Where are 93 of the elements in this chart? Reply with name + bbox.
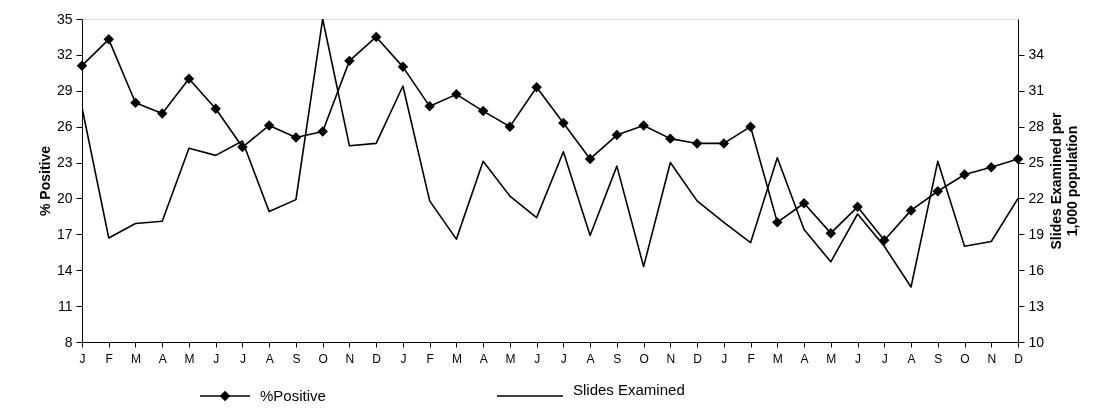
y-tick-label: 29 <box>56 82 73 99</box>
x-tick-label: J <box>855 351 862 366</box>
y-axis-title: % Positive <box>36 145 53 217</box>
y2-tick-label: 22 <box>1028 189 1045 206</box>
x-tick-label: A <box>800 351 809 366</box>
y2-tick-label: 25 <box>1028 154 1045 171</box>
y2-tick-label: 31 <box>1028 82 1045 99</box>
legend-label: %Positive <box>260 387 326 404</box>
x-tick-label: J <box>400 351 407 366</box>
y-tick-label: 20 <box>56 189 73 206</box>
y2-tick-label: 10 <box>1028 333 1045 350</box>
point <box>477 105 489 117</box>
x-tick-label: N <box>987 351 997 366</box>
point <box>745 121 756 132</box>
point <box>718 138 730 149</box>
x-tick-label: J <box>239 351 246 366</box>
y-tick-label: 32 <box>56 46 73 63</box>
x-tick-label: D <box>372 351 382 366</box>
x-tick-label: A <box>586 351 595 366</box>
y2-tick-label: 34 <box>1028 46 1045 63</box>
y2-axis-title: Slides Examined per 1,000 population <box>1048 111 1081 250</box>
point <box>156 108 168 119</box>
y2-tick-label: 19 <box>1028 225 1045 242</box>
point <box>424 101 435 112</box>
x-tick-label: F <box>747 351 755 366</box>
point <box>932 186 944 197</box>
point <box>531 81 542 93</box>
point <box>798 197 810 209</box>
x-tick-label: M <box>826 351 837 366</box>
point <box>183 73 195 85</box>
point <box>210 103 221 114</box>
x-tick-label: O <box>960 351 970 366</box>
point <box>825 227 837 239</box>
x-tick-label: J <box>534 351 541 366</box>
x-tick-label: A <box>907 351 916 366</box>
x-tick-label: O <box>318 351 328 366</box>
x-tick-label: D <box>693 351 703 366</box>
legend-label: Slides Examined <box>573 381 685 398</box>
point <box>558 117 569 129</box>
point <box>103 34 114 45</box>
point <box>665 133 676 144</box>
y2-tick-label: 13 <box>1028 297 1045 314</box>
point <box>76 60 88 71</box>
x-tick-label: A <box>158 351 167 366</box>
x-tick-label: N <box>666 351 676 366</box>
y-tick-label: 8 <box>64 333 73 350</box>
point <box>397 61 409 73</box>
x-tick-label: S <box>613 351 622 366</box>
x-tick-label: M <box>184 351 195 366</box>
point <box>317 126 328 137</box>
y-tick-label: 17 <box>56 225 73 242</box>
x-tick-label: S <box>934 351 943 366</box>
x-tick-label: M <box>451 351 462 366</box>
x-tick-label: J <box>721 351 728 366</box>
x-tick-label: D <box>1014 351 1024 366</box>
point <box>611 129 623 141</box>
y-tick-label: 11 <box>57 297 73 314</box>
x-tick-label: M <box>130 351 141 366</box>
x-tick-label: F <box>426 351 434 366</box>
y-tick-label: 26 <box>56 118 73 135</box>
x-tick-label: N <box>345 351 355 366</box>
point <box>691 138 703 149</box>
point <box>959 169 970 180</box>
x-tick-label: M <box>505 351 516 366</box>
x-tick-label: S <box>292 351 301 366</box>
point <box>370 31 382 43</box>
x-tick-label: A <box>479 351 488 366</box>
point <box>1012 153 1024 165</box>
point <box>852 201 863 213</box>
y-tick-label: 23 <box>56 154 73 171</box>
x-tick-label: J <box>213 351 220 366</box>
point <box>290 132 302 143</box>
point <box>344 55 355 67</box>
x-tick-label: M <box>772 351 783 366</box>
x-tick-label: A <box>265 351 274 366</box>
point <box>263 120 275 131</box>
x-tick-label: O <box>639 351 649 366</box>
point <box>451 89 462 100</box>
y2-tick-label: 16 <box>1028 261 1045 278</box>
y-tick-label: 35 <box>56 10 73 27</box>
y2-tick-label: 28 <box>1028 118 1045 135</box>
point <box>130 97 141 108</box>
point <box>772 217 783 228</box>
x-tick-label: J <box>79 351 86 366</box>
point <box>638 120 649 131</box>
x-tick-label: J <box>881 351 888 366</box>
x-tick-label: F <box>105 351 113 366</box>
point <box>905 205 917 216</box>
y-tick-label: 14 <box>56 261 73 278</box>
point <box>986 162 997 173</box>
point <box>504 121 516 132</box>
x-tick-label: J <box>560 351 567 366</box>
point <box>584 153 596 165</box>
